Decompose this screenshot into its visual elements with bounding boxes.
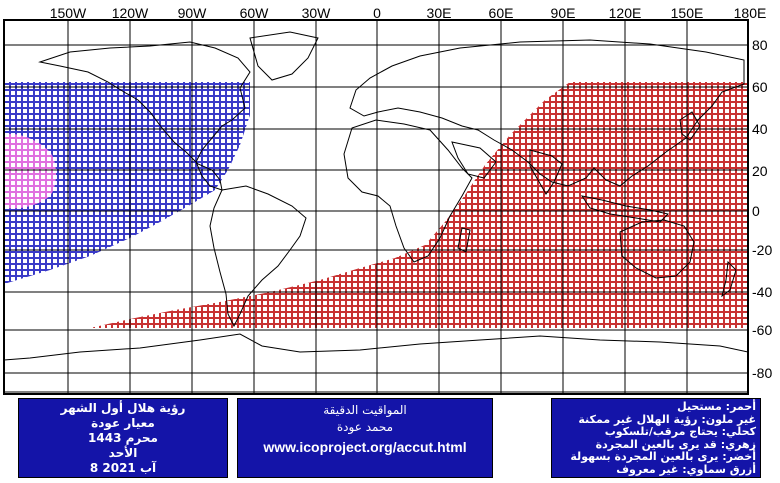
africa (343, 119, 473, 263)
timings-text: المواقيت الدقيقة (323, 403, 407, 417)
date-text: 8 آب 2021 (89, 461, 157, 475)
criterion-text: معيار عودة (91, 416, 155, 430)
lat-label: -60 (752, 322, 772, 338)
lat-label: -20 (752, 242, 772, 258)
new-zealand (721, 260, 737, 298)
lon-label: 90E (551, 5, 576, 21)
latitude-labels: 80 60 40 20 0 -20 -40 -60 -80 (752, 37, 772, 381)
north-america (38, 41, 251, 191)
lon-label: 150E (671, 5, 704, 21)
eurasia (349, 39, 745, 187)
lat-label: 20 (752, 163, 768, 179)
lon-label: 60E (489, 5, 514, 21)
graticule (4, 20, 748, 394)
japan (679, 111, 701, 141)
lon-label: 180E (734, 5, 767, 21)
legend-red: أحمر: مستحيل (677, 400, 756, 413)
website-link[interactable]: www.icoproject.org/accut.html (263, 439, 467, 455)
india (529, 149, 563, 195)
lon-label: 30W (302, 5, 332, 21)
author-text: محمد عودة (336, 420, 394, 434)
lon-label: 120W (112, 5, 149, 21)
magenta-naked-eye-zone (4, 133, 56, 209)
legend-cyan: أزرق سماوي: غير معروف (616, 462, 756, 476)
longitude-labels: 150W 120W 90W 60W 30W 0 30E 60E 90E 120E… (50, 5, 767, 21)
month-info-box: رؤية هلال أول الشهر معيار عودة محرم 1443… (18, 398, 228, 478)
lat-label: 0 (752, 203, 760, 219)
lon-label: 30E (427, 5, 452, 21)
lon-label: 60W (240, 5, 270, 21)
lat-label: 80 (752, 37, 768, 53)
legend-pink: زهري: قد يرى بالعين المجردة (595, 437, 756, 451)
australia (619, 219, 695, 279)
lon-label: 0 (373, 5, 381, 21)
weekday-text: الأحد (108, 446, 138, 460)
title-text: رؤية هلال أول الشهر (60, 401, 186, 415)
antarctica (4, 333, 748, 393)
legend-uncolored: غير ملون: رؤية الهلال غير ممكنة (578, 412, 756, 426)
legend-navy: كحلي: يحتاج مرقب/تلسكوب (604, 425, 756, 438)
lon-label: 120E (609, 5, 642, 21)
legend-box: أحمر: مستحيل غير ملون: رؤية الهلال غير م… (551, 398, 761, 478)
blue-telescope-zone (4, 82, 250, 284)
visibility-map: 150W 120W 90W 60W 30W 0 30E 60E 90E 120E… (3, 5, 772, 395)
legend-green: أخضر: يرى بالعين المجردة بسهولة (570, 450, 756, 463)
lat-label: 40 (752, 121, 768, 137)
lat-label: -40 (752, 284, 772, 300)
month-text: محرم 1443 (88, 431, 158, 445)
map-frame (3, 19, 749, 395)
greenland (249, 31, 319, 81)
madagascar (457, 227, 471, 253)
lon-label: 90W (178, 5, 208, 21)
lat-label: 60 (752, 79, 768, 95)
credits-box: المواقيت الدقيقة محمد عودة www.icoprojec… (237, 398, 493, 478)
south-america (209, 185, 307, 328)
arabia (451, 141, 497, 179)
map-canvas: 150W 120W 90W 60W 30W 0 30E 60E 90E 120E… (3, 5, 772, 395)
lat-label: -80 (752, 365, 772, 381)
red-impossible-zone (90, 82, 748, 328)
lon-label: 150W (50, 5, 87, 21)
